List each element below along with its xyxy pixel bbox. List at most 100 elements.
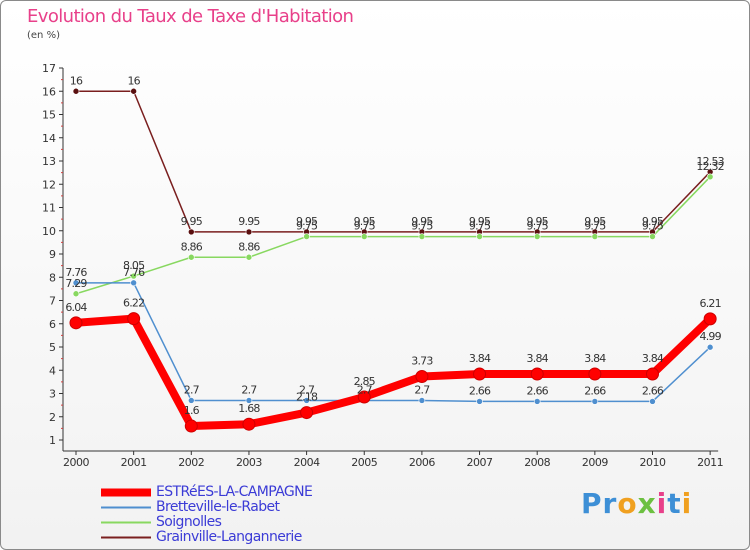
- data-label-3-3: 9.95: [238, 215, 260, 228]
- data-label-1-5: 2.7: [357, 383, 373, 396]
- data-label-2-6: 9.75: [411, 220, 433, 233]
- data-label-1-6: 2.7: [414, 383, 430, 396]
- y-tick-label: 16: [42, 85, 56, 98]
- legend-swatch-grainville: [101, 536, 151, 539]
- data-point-0-2: [184, 419, 198, 433]
- data-label-1-3: 2.7: [241, 383, 257, 396]
- data-label-3-9: 9.95: [584, 215, 606, 228]
- data-point-2-11: [706, 173, 714, 181]
- logo-letter: i: [681, 487, 693, 520]
- data-point-1-2: [188, 397, 195, 404]
- data-point-1-10: [649, 398, 656, 405]
- y-tick-label: 14: [42, 132, 56, 145]
- data-label-0-3: 1.68: [238, 402, 260, 415]
- y-tick-label: 17: [42, 62, 56, 75]
- x-tick-label: 2009: [582, 456, 608, 469]
- data-label-2-8: 9.75: [527, 220, 549, 233]
- data-point-0-1: [127, 312, 141, 326]
- data-point-0-6: [415, 370, 429, 384]
- x-tick-label: 2006: [409, 456, 435, 469]
- data-label-0-6: 3.73: [411, 355, 433, 368]
- logo-letter: t: [667, 487, 682, 520]
- data-label-2-1: 8.05: [123, 259, 145, 272]
- data-label-2-5: 9.75: [354, 220, 376, 233]
- data-label-1-9: 2.66: [584, 384, 606, 397]
- data-label-2-11: 12.32: [696, 160, 724, 173]
- data-label-3-10: 9.95: [642, 215, 664, 228]
- data-point-0-5: [357, 390, 371, 404]
- x-tick-label: 2010: [640, 456, 666, 469]
- data-point-1-7: [476, 398, 483, 405]
- data-point-1-0: [72, 279, 80, 287]
- x-tick-label: 2004: [294, 456, 320, 469]
- data-point-1-11: [706, 343, 714, 351]
- data-point-2-10: [649, 233, 656, 240]
- data-label-3-6: 9.95: [411, 215, 433, 228]
- x-tick-label: 2005: [351, 456, 377, 469]
- x-tick-label: 2000: [63, 456, 89, 469]
- data-label-0-8: 3.84: [527, 352, 549, 365]
- data-label-0-2: 1.6: [184, 404, 200, 417]
- legend-label-estrees: ESTRéES-LA-CAMPAGNE: [156, 484, 313, 500]
- legend-label-soignolles: Soignolles: [156, 514, 222, 530]
- data-label-1-10: 2.66: [642, 384, 664, 397]
- data-point-3-2: [188, 228, 195, 236]
- y-tick-label: 5: [49, 341, 56, 354]
- data-point-0-11: [703, 312, 717, 326]
- data-point-1-1: [130, 279, 137, 287]
- y-tick-label: 9: [49, 248, 56, 261]
- y-tick-label: 12: [42, 178, 56, 191]
- y-tick-label: 1: [49, 434, 56, 447]
- series-line-1: [75, 282, 711, 403]
- data-label-3-8: 9.95: [527, 215, 549, 228]
- data-label-1-7: 2.66: [469, 384, 491, 397]
- data-label-3-1: 16: [127, 74, 140, 87]
- logo-letter: r: [602, 487, 618, 520]
- logo-letter: x: [637, 487, 657, 520]
- data-label-2-2: 8.86: [181, 240, 203, 253]
- data-point-0-9: [588, 367, 602, 381]
- data-label-0-9: 3.84: [584, 352, 606, 365]
- x-tick-label: 2003: [236, 456, 262, 469]
- data-point-0-8: [530, 367, 544, 381]
- data-label-3-2: 9.95: [181, 215, 203, 228]
- y-tick-label: 13: [42, 155, 56, 168]
- data-point-1-4: [303, 397, 310, 404]
- data-point-2-9: [591, 233, 599, 240]
- data-point-2-0: [72, 290, 80, 298]
- data-point-3-3: [245, 228, 253, 236]
- data-label-3-7: 9.95: [469, 215, 491, 228]
- data-point-2-7: [476, 233, 483, 240]
- data-label-2-3: 8.86: [238, 240, 260, 253]
- x-tick-label: 2011: [697, 456, 723, 469]
- data-label-3-5: 9.95: [354, 215, 376, 228]
- data-label-1-1: 7.76: [123, 266, 145, 279]
- legend-swatch-estrees: [101, 488, 151, 497]
- y-tick-label: 15: [42, 109, 56, 122]
- y-tick-label: 10: [42, 225, 56, 238]
- logo-letter: P: [581, 487, 603, 520]
- y-tick-label: 4: [49, 364, 56, 377]
- data-labels-group: 6.04 6.22 1.6 1.68 2.18 2.85 3.73 3.84 3.84 3.84 3…: [65, 74, 725, 417]
- data-point-1-9: [591, 398, 599, 405]
- data-label-0-4: 2.18: [296, 391, 318, 404]
- series-line-3: [75, 90, 711, 233]
- series-line-2: [75, 176, 711, 295]
- proxiti-logo: Proxiti: [581, 487, 692, 520]
- data-point-2-6: [418, 233, 426, 240]
- y-tick-label: 3: [49, 388, 56, 401]
- chart-title: Evolution du Taux de Taxe d'Habitation: [27, 6, 354, 27]
- data-point-0-3: [242, 417, 256, 431]
- data-point-0-4: [300, 406, 314, 420]
- data-point-2-4: [303, 233, 310, 240]
- series-line-0: [72, 314, 715, 431]
- x-tick-label: 2007: [467, 456, 493, 469]
- data-label-0-5: 2.85: [354, 375, 376, 388]
- x-tick-label: 2002: [178, 456, 204, 469]
- data-point-3-1: [130, 87, 137, 95]
- data-point-0-10: [646, 367, 659, 381]
- series-points-group: [69, 87, 717, 433]
